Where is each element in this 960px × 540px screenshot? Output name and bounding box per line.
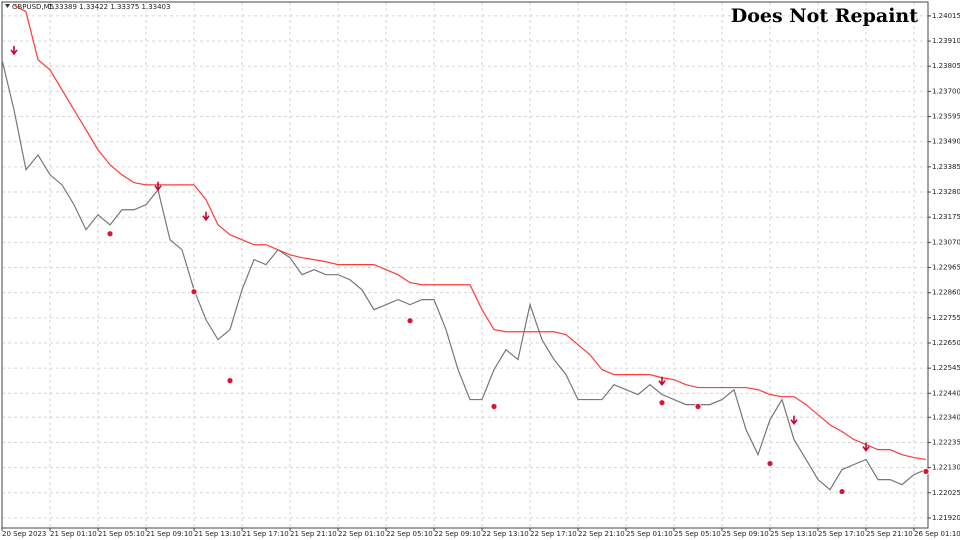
- y-tick-label: 1.23490: [932, 138, 960, 146]
- y-tick-label: 1.23280: [932, 188, 960, 196]
- x-tick-label: 26 Sep 01:10: [914, 530, 960, 538]
- y-tick-label: 1.23175: [932, 213, 960, 221]
- buy-signal: [838, 488, 846, 495]
- y-tick-label: 1.23595: [932, 113, 960, 121]
- x-tick-label: 25 Sep 17:10: [818, 530, 865, 538]
- sell-arrow: [790, 415, 798, 426]
- x-tick-label: 22 Sep 13:10: [482, 530, 529, 538]
- plot-frame: [1, 1, 929, 529]
- x-tick-label: 22 Sep 17:10: [530, 530, 577, 538]
- price-line: [13, 4, 927, 461]
- grid: [2, 2, 928, 528]
- ohlc-text: 1.33389 1.33422 1.33375 1.33403: [48, 3, 170, 11]
- buy-signal: [490, 403, 498, 410]
- y-tick-label: 1.22440: [932, 389, 960, 397]
- x-tick-label: 21 Sep 05:10: [98, 530, 145, 538]
- y-tick-label: 1.22545: [932, 364, 960, 372]
- y-tick-label: 1.22235: [932, 438, 960, 446]
- chart-title: Does Not Repaint: [731, 5, 918, 27]
- buy-signal: [658, 399, 666, 407]
- price-line: [1, 59, 927, 491]
- x-tick-label: 25 Sep 01:10: [626, 530, 673, 538]
- buy-signal: [190, 288, 198, 296]
- y-tick-label: 1.23070: [932, 238, 960, 246]
- x-tick-label: 21 Sep 13:10: [194, 530, 241, 538]
- x-tick-label: 21 Sep 09:10: [146, 530, 193, 538]
- y-tick-label: 1.24015: [932, 12, 960, 20]
- y-tick-label: 1.22860: [932, 289, 960, 297]
- y-tick-label: 1.22965: [932, 264, 960, 272]
- symbol: GBPUSD,M5: [12, 3, 54, 11]
- sell-arrow: [10, 45, 18, 56]
- y-tick-label: 1.23805: [932, 62, 960, 70]
- sell-arrow: [658, 376, 666, 386]
- x-tick-label: 25 Sep 21:10: [866, 530, 913, 538]
- x-tick-label: 20 Sep 2023: [2, 530, 46, 538]
- x-tick-label: 21 Sep 21:10: [290, 530, 337, 538]
- y-tick-label: 1.21920: [932, 514, 960, 522]
- buy-signal: [106, 230, 114, 238]
- y-tick-label: 1.22650: [932, 339, 960, 347]
- y-tick-label: 1.22755: [932, 314, 960, 322]
- x-tick-label: 22 Sep 05:10: [386, 530, 433, 538]
- x-tick-label: 25 Sep 13:10: [770, 530, 817, 538]
- x-tick-label: 21 Sep 17:10: [242, 530, 289, 538]
- buy-signal: [922, 468, 930, 475]
- x-tick-label: 21 Sep 01:10: [50, 530, 97, 538]
- symbol-triangle: [5, 4, 10, 8]
- x-tick-label: 22 Sep 21:10: [578, 530, 625, 538]
- buy-signal: [694, 403, 702, 410]
- y-tick-label: 1.22130: [932, 464, 960, 472]
- buy-signal: [406, 317, 414, 325]
- y-tick-label: 1.23385: [932, 163, 960, 171]
- sell-arrow: [154, 181, 162, 192]
- x-tick-label: 25 Sep 09:10: [722, 530, 769, 538]
- buy-signal: [226, 377, 234, 385]
- x-tick-label: 22 Sep 01:10: [338, 530, 385, 538]
- y-tick-label: 1.23910: [932, 37, 960, 45]
- x-tick-label: 25 Sep 05:10: [674, 530, 721, 538]
- buy-signal: [766, 460, 774, 467]
- sell-arrow: [202, 211, 210, 222]
- x-tick-label: 22 Sep 09:10: [434, 530, 481, 538]
- sell-arrow: [862, 442, 870, 452]
- y-tick-label: 1.22340: [932, 413, 960, 421]
- y-tick-label: 1.22025: [932, 489, 960, 497]
- y-tick-label: 1.23700: [932, 87, 960, 95]
